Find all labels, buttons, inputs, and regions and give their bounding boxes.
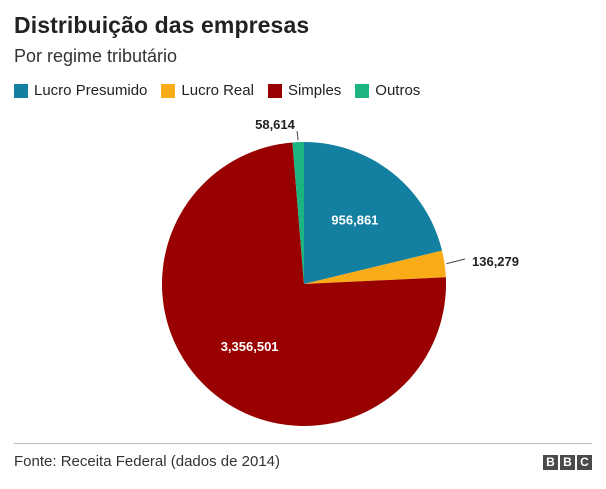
legend-label: Lucro Real [181, 82, 254, 99]
source-note: Fonte: Receita Federal (dados de 2014) [14, 453, 280, 470]
chart-subtitle: Por regime tributário [14, 46, 178, 66]
slice-value-label-lucro-real: 136,279 [472, 254, 519, 269]
legend-label: Simples [287, 82, 342, 99]
bbc-logo-letter: B [543, 455, 558, 470]
pie-slice-lucro-real [304, 250, 446, 284]
bbc-logo-letter: C [577, 455, 592, 470]
legend: Lucro Presumido Lucro Real Simples Outro… [14, 82, 434, 99]
footer-divider [14, 443, 592, 444]
legend-item-lucro-presumido: Lucro Presumido [14, 82, 147, 99]
legend-swatch [355, 83, 370, 98]
bbc-logo: B B C [541, 455, 592, 470]
chart-title: Distribuição das empresas [14, 12, 310, 38]
pie-slice-simples [161, 142, 446, 427]
pie-slice-lucro-presumido [304, 142, 443, 284]
legend-label: Outros [375, 82, 421, 99]
legend-swatch [267, 83, 282, 98]
legend-item-lucro-real: Lucro Real [161, 82, 254, 99]
legend-item-outros: Outros [355, 82, 420, 99]
slice-value-label-outros: 58,614 [255, 117, 296, 132]
leader-line-lucro-real [446, 258, 466, 265]
legend-item-simples: Simples [267, 82, 342, 99]
pie-slice-outros [292, 142, 304, 284]
bbc-logo-letter: B [560, 455, 575, 470]
slice-value-label-simples: 3,356,501 [221, 339, 279, 354]
leader-line-outros [296, 130, 299, 141]
slice-value-label-lucro-presumido: 956,861 [331, 212, 378, 227]
legend-swatch [161, 83, 176, 98]
legend-swatch [14, 83, 28, 98]
legend-label: Lucro Presumido [34, 82, 148, 99]
